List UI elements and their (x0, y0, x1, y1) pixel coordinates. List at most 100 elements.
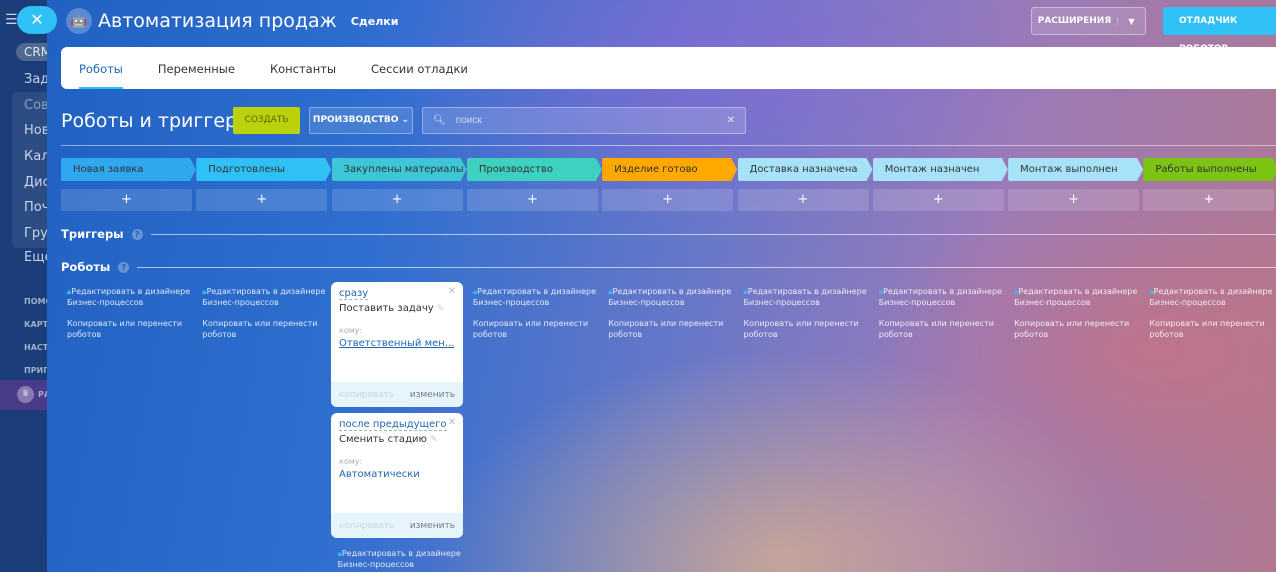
edit-in-designer-link[interactable]: Редактировать в дизайнере Бизнес-процесс… (1149, 287, 1273, 307)
close-slider-button[interactable]: ✕ (17, 6, 57, 34)
divider (61, 145, 1276, 146)
edit-in-designer-link[interactable]: Редактировать в дизайнере Бизнес-процесс… (67, 287, 191, 307)
create-button[interactable]: СОЗДАТЬ (233, 107, 300, 134)
add-trigger-button[interactable]: + (1008, 189, 1140, 211)
copy-move-robots-link[interactable]: Копировать или перенести роботов (1014, 319, 1130, 339)
copy-move-robots-link[interactable]: Копировать или перенести роботов (878, 319, 994, 339)
sidebar-item-disk[interactable]: Диск (24, 175, 47, 190)
copy-move-robots-link[interactable]: Копировать или перенести роботов (608, 319, 724, 339)
robot-icon: 🤖 (66, 8, 92, 34)
add-trigger-button[interactable]: + (196, 189, 328, 211)
stage-7[interactable]: Монтаж выполнен (1008, 158, 1143, 181)
stage-2[interactable]: Закуплены материалы (332, 158, 467, 181)
add-trigger-button[interactable]: + (602, 189, 734, 211)
close-icon[interactable]: ✕ (447, 417, 456, 428)
add-trigger-button[interactable]: + (331, 189, 463, 211)
sidebar-item-collab[interactable]: Совместная работа (24, 98, 47, 113)
stage-column-links: 🔒︎Редактировать в дизайнере Бизнес-проце… (608, 286, 733, 340)
lock-icon: 🔒︎ (472, 287, 478, 296)
tab-constants[interactable]: Константы (269, 62, 337, 76)
stage-3[interactable]: Производство запуще... (467, 158, 602, 181)
stage-column-links: 🔒︎Редактировать в дизайнере Бизнес-проце… (338, 548, 463, 570)
edit-in-designer-link[interactable]: Редактировать в дизайнере Бизнес-процесс… (1014, 287, 1138, 307)
tab-robots[interactable]: Роботы (79, 47, 123, 89)
robot-responsible[interactable]: Ответственный мен... (339, 338, 455, 349)
sidebar-invite[interactable]: ПРИГЛАСИТЬ (24, 366, 47, 375)
sidebar-help[interactable]: ПОМОЩЬ (24, 297, 47, 306)
section-heading: Роботы и триггеры (61, 110, 253, 132)
extensions-button[interactable]: РАСШИРЕНИЯ ▼ (1031, 7, 1146, 35)
stage-6[interactable]: Монтаж назначен (873, 158, 1008, 181)
lock-icon: 🔒︎ (202, 287, 207, 296)
robot-delay[interactable]: сразу (339, 288, 369, 300)
search-input[interactable] (455, 115, 727, 126)
lock-icon: 🔒︎ (1149, 287, 1154, 296)
help-icon[interactable]: ? (131, 228, 143, 240)
sidebar-item-tasks[interactable]: Задачи (24, 72, 47, 87)
pencil-icon[interactable]: ✎ (430, 435, 438, 445)
edit-in-designer-link[interactable]: Редактировать в дизайнере Бизнес-процесс… (202, 287, 326, 307)
sidebar-map[interactable]: КАРТА (24, 320, 47, 329)
stage-5[interactable]: Доставка назначена (738, 158, 873, 181)
copy-button[interactable]: копировать (339, 389, 395, 400)
stage-column-links: 🔒︎Редактировать в дизайнере Бизнес-проце… (202, 286, 327, 340)
tab-variables[interactable]: Переменные (157, 62, 235, 76)
robot-card[interactable]: после предыдущего ✕ Сменить стадию ✎ ком… (331, 413, 463, 538)
add-trigger-button[interactable]: + (1143, 189, 1275, 211)
help-icon[interactable]: ? (118, 261, 130, 273)
robot-responsible[interactable]: Автоматически (339, 469, 420, 480)
robot-debugger-button[interactable]: ОТЛАДЧИК РОБОТОВ (1163, 7, 1276, 54)
left-sidebar: ☰ CRM Задачи Совместная работа Новости К… (0, 0, 47, 572)
lock-icon: 🔒︎ (1014, 287, 1019, 296)
copy-move-robots-link[interactable]: Копировать или перенести роботов (67, 319, 183, 339)
copy-button[interactable]: копировать (339, 520, 395, 531)
copy-move-robots-link[interactable]: Копировать или перенести роботов (743, 319, 859, 339)
pencil-icon[interactable]: ✎ (436, 304, 445, 314)
edit-in-designer-link[interactable]: Редактировать в дизайнере Бизнес-процесс… (743, 287, 867, 307)
add-trigger-button[interactable]: + (61, 189, 192, 211)
page-subtitle: Сделки (350, 14, 399, 28)
sidebar-item-news[interactable]: Новости (24, 123, 47, 138)
clear-icon[interactable]: ✕ (726, 115, 735, 126)
sidebar-item-more[interactable]: Ещё (24, 250, 47, 265)
stage-column-links: 🔒︎Редактировать в дизайнере Бизнес-проце… (1014, 286, 1139, 340)
search-icon: 🔍︎ (433, 115, 446, 126)
chevron-down-icon[interactable]: ▼ (1117, 16, 1145, 26)
edit-button[interactable]: изменить (409, 389, 455, 400)
sidebar-item-groups[interactable]: Группы (24, 226, 47, 241)
pipeline-select[interactable]: ПРОИЗВОДСТВО ⌄ (309, 107, 413, 134)
copy-move-robots-link[interactable]: Копировать или перенести роботов (472, 319, 589, 339)
stage-0[interactable]: Новая заявка (61, 158, 196, 181)
sidebar-item-crm[interactable]: CRM (16, 43, 47, 61)
copy-move-robots-link[interactable]: Копировать или перенести роботов (1149, 319, 1265, 339)
sidebar-item-mail[interactable]: Почта (24, 200, 47, 215)
stage-4[interactable]: Изделие готово (602, 158, 737, 181)
add-trigger-button[interactable]: + (872, 189, 1004, 211)
stage-8[interactable]: Работы выполнены (1143, 158, 1276, 181)
edit-button[interactable]: изменить (409, 520, 455, 531)
edit-in-designer-link[interactable]: Редактировать в дизайнере Бизнес-процесс… (608, 287, 732, 307)
page-title: Автоматизация продаж (98, 10, 337, 32)
search-box: 🔍︎ ✕ (422, 107, 746, 134)
sidebar-settings[interactable]: НАСТРОЙКИ (24, 343, 47, 352)
chevron-down-icon: ⌄ (401, 115, 410, 125)
add-trigger-button[interactable]: + (737, 189, 869, 211)
robot-delay[interactable]: после предыдущего (339, 419, 447, 431)
copy-move-robots-link[interactable]: Копировать или перенести роботов (202, 319, 318, 339)
stage-1[interactable]: Подготовлены чертежи (196, 158, 331, 181)
robot-to-label: кому: (339, 457, 363, 466)
sidebar-upgrade[interactable]: ♛РАСШИРИТЬ (0, 380, 47, 410)
robot-card[interactable]: сразу ✕ Поставить задачу ✎ кому: Ответст… (331, 282, 463, 407)
close-icon[interactable]: ✕ (447, 286, 456, 297)
sidebar-item-calendar[interactable]: Календарь (24, 149, 47, 164)
stage-column-links: 🔒︎Редактировать в дизайнере Бизнес-проце… (1149, 286, 1274, 340)
edit-in-designer-link[interactable]: Редактировать в дизайнере Бизнес-процесс… (878, 287, 1002, 307)
stage-column-links: 🔒︎Редактировать в дизайнере Бизнес-проце… (473, 286, 598, 340)
edit-in-designer-link[interactable]: Редактировать в дизайнере Бизнес-процесс… (337, 549, 461, 569)
menu-icon[interactable]: ☰ (5, 12, 18, 28)
sidebar-group (12, 92, 47, 248)
add-trigger-button[interactable]: + (466, 189, 598, 211)
tab-debug-sessions[interactable]: Сессии отладки (371, 62, 468, 76)
edit-in-designer-link[interactable]: Редактировать в дизайнере Бизнес-процесс… (472, 287, 597, 307)
